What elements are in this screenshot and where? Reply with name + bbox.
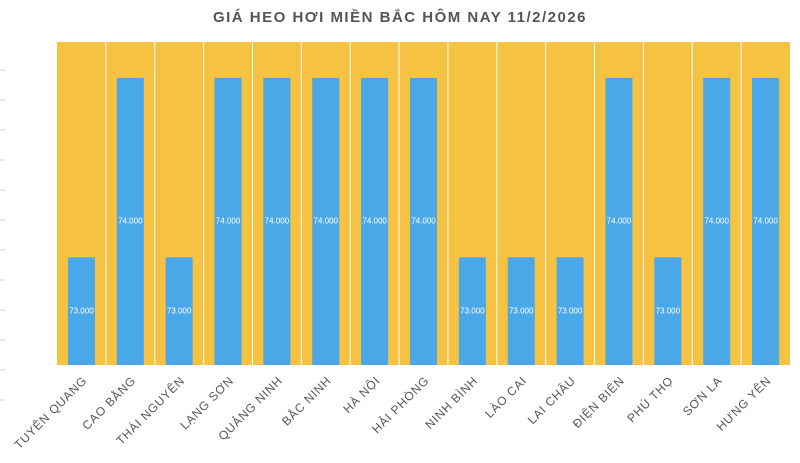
x-tick-label: LAI CHÂU (524, 373, 578, 427)
value-label: 74.000 (607, 217, 632, 226)
value-label: 74.000 (411, 217, 436, 226)
value-label: 73.000 (460, 306, 485, 315)
value-label: 74.000 (216, 217, 241, 226)
value-label: 73.000 (558, 306, 583, 315)
x-tick-label: ĐIỆN BIÊN (569, 373, 627, 431)
value-label: 73.000 (69, 306, 94, 315)
value-label: 73.000 (656, 306, 681, 315)
bar (752, 77, 780, 365)
value-label: 73.000 (509, 306, 534, 315)
value-label: 74.000 (753, 217, 778, 226)
value-label: 74.000 (362, 217, 387, 226)
bar (703, 77, 731, 365)
value-label: 74.000 (118, 217, 143, 226)
bar (214, 77, 242, 365)
bar (361, 77, 389, 365)
value-label: 73.000 (167, 306, 192, 315)
x-tick-label: LÀO CAI (482, 373, 530, 421)
x-tick-label: SƠN LA (680, 373, 725, 418)
bar (165, 257, 193, 365)
value-label: 74.000 (704, 217, 729, 226)
value-label: 74.000 (314, 217, 339, 226)
x-tick-label: NINH BÌNH (422, 373, 481, 432)
bar (67, 257, 95, 365)
bar (458, 257, 486, 365)
bar (312, 77, 340, 365)
bar (654, 257, 682, 365)
bar (556, 257, 584, 365)
bar (605, 77, 633, 365)
bar (507, 257, 535, 365)
x-tick-label: HÀ NỘI (340, 373, 383, 416)
x-tick-label: TUYÊN QUANG (11, 373, 90, 452)
bar (410, 77, 437, 365)
bar (263, 77, 291, 365)
chart-title: GIÁ HEO HƠI MIỀN BẮC HÔM NAY 11/2/2026 (213, 8, 587, 26)
x-tick-label: PHÚ THỌ (624, 373, 677, 426)
value-label: 74.000 (265, 217, 290, 226)
x-tick-label: BẮC NINH (278, 373, 334, 429)
bar (116, 77, 144, 365)
